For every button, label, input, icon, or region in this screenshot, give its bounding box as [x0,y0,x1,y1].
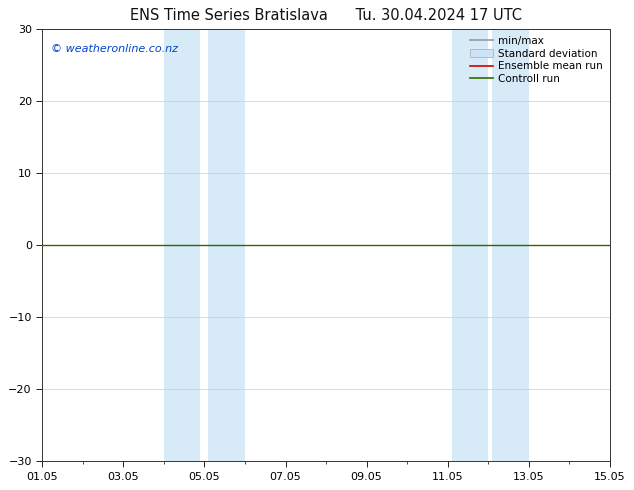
Legend: min/max, Standard deviation, Ensemble mean run, Controll run: min/max, Standard deviation, Ensemble me… [468,34,605,86]
Bar [452,29,488,461]
Text: © weatheronline.co.nz: © weatheronline.co.nz [51,44,178,54]
Bar [492,29,529,461]
Bar [164,29,200,461]
Bar [209,29,245,461]
Title: ENS Time Series Bratislava      Tu. 30.04.2024 17 UTC: ENS Time Series Bratislava Tu. 30.04.202… [130,8,522,24]
